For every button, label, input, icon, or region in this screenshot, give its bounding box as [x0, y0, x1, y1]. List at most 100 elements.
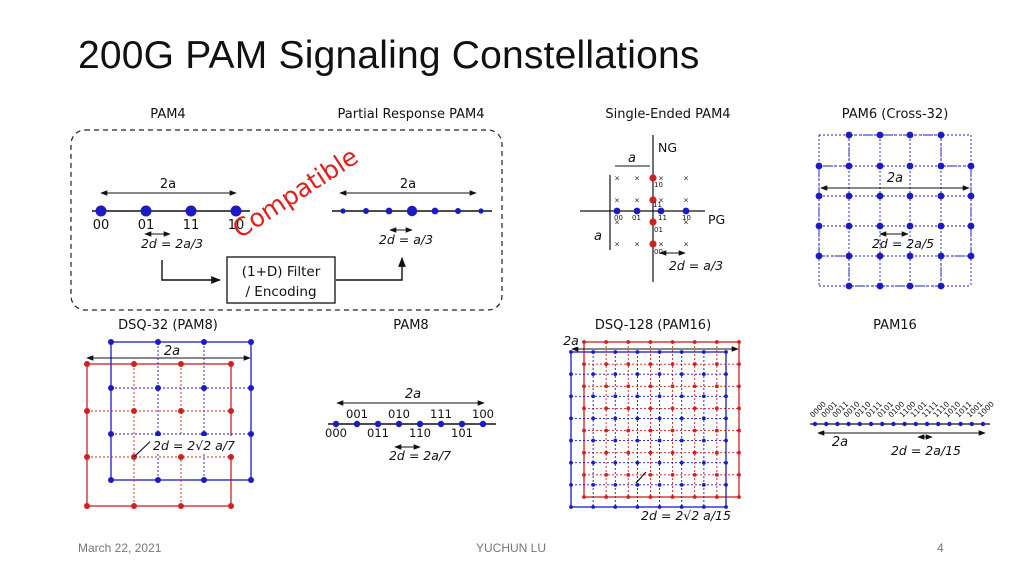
dsq128-point-blue — [613, 505, 618, 509]
dsq128-point-red — [604, 340, 609, 344]
dsq128-point-blue — [724, 482, 728, 487]
dsq32-point-blue — [108, 431, 114, 437]
pam6-point — [906, 162, 914, 170]
pam16-diagram: 0000000100110010011001110101010011001101… — [808, 399, 996, 458]
se-pam4-cross: × — [658, 241, 664, 249]
pam6-point — [967, 252, 975, 260]
dsq32-diagram: 2a 2d = 2√2 a/7 — [84, 339, 254, 509]
se-pam4-crosses: × × × × × × × × × × × × × × — [614, 175, 689, 249]
dsq128-point-blue — [613, 416, 618, 421]
dsq128-point-red — [670, 406, 675, 411]
pam6-point — [815, 192, 823, 200]
dsq32-point-blue — [201, 385, 207, 391]
dsq128-point-red — [604, 406, 609, 411]
se-label-11-mid: 11 — [653, 201, 662, 209]
dsq32-point-red — [178, 503, 184, 509]
dsq128-point-red — [714, 428, 719, 433]
dsq128-point-blue — [635, 482, 640, 487]
dsq128-point-red — [692, 450, 697, 455]
pam8-spacing-label: 2d = 2a/7 — [389, 448, 451, 463]
dsq128-point-blue — [701, 438, 706, 443]
pam4-point — [95, 205, 107, 217]
se-pam4-point-red — [649, 218, 657, 226]
dsq128-point-red — [737, 495, 741, 499]
pam6-point — [937, 282, 945, 290]
dsq128-point-blue — [657, 505, 662, 509]
dsq128-point-red — [714, 495, 719, 499]
dsq128-point-red — [604, 384, 609, 389]
dsq32-span-label: 2a — [164, 344, 180, 359]
pam6-point — [845, 131, 853, 139]
dsq128-point-blue — [635, 416, 640, 421]
dsq128-point-blue — [679, 372, 684, 377]
pam6-point — [845, 252, 853, 260]
dsq128-point-blue — [569, 350, 573, 354]
dsq32-point-red — [178, 361, 184, 367]
dsq32-point-red — [228, 361, 234, 367]
pam6-point — [967, 162, 975, 170]
dsq128-point-red — [604, 472, 609, 477]
dsq128-point-blue — [657, 438, 662, 443]
dsq128-point-blue — [591, 460, 596, 465]
pam16-point — [868, 421, 874, 427]
pam8-point — [458, 420, 466, 428]
pr-pam4-point — [340, 208, 346, 214]
pam16-point — [913, 421, 918, 427]
dsq128-point-blue — [657, 394, 662, 399]
pam6-point — [967, 222, 975, 230]
se-label-01-x: 01 — [632, 214, 641, 222]
dsq128-point-red — [648, 340, 653, 344]
dsq32-point-blue — [155, 431, 161, 437]
pam8-point — [479, 420, 487, 428]
dsq128-points — [569, 340, 741, 509]
pam6-points — [815, 131, 975, 290]
dsq128-point-blue — [591, 438, 596, 443]
dsq128-point-red — [648, 428, 653, 433]
pam6-point — [815, 222, 823, 230]
pam6-point — [815, 162, 823, 170]
dsq128-point-red — [626, 428, 631, 433]
dsq128-point-red — [648, 472, 653, 477]
dsq128-point-blue — [701, 372, 706, 377]
pam6-point — [937, 222, 945, 230]
dsq128-point-red — [737, 340, 741, 344]
pam16-point — [880, 421, 885, 427]
dsq32-point-red — [131, 503, 137, 509]
dsq128-point-blue — [657, 372, 662, 377]
dsq128-title: DSQ-128 (PAM16) — [594, 318, 712, 333]
pam6-point — [815, 252, 823, 260]
dsq128-point-blue — [679, 482, 684, 487]
pam6-point — [937, 252, 945, 260]
se-pam4-cross: × — [683, 241, 689, 249]
dsq128-point-blue — [569, 438, 573, 443]
dsq32-point-red — [228, 503, 234, 509]
dsq128-point-blue — [635, 394, 640, 399]
pam16-point — [947, 421, 952, 427]
dsq128-point-blue — [724, 350, 728, 354]
dsq32-point-red — [178, 408, 184, 414]
pam4-symbol-labels: 00 01 11 10 — [93, 218, 245, 233]
se-pam4-cross: × — [683, 197, 689, 205]
dsq32-point-red — [131, 408, 137, 414]
pam4-symbol-label: 00 — [93, 218, 110, 233]
pam8-point — [395, 420, 403, 428]
dsq128-point-red — [692, 406, 697, 411]
pam6-gridlines — [818, 134, 972, 287]
dsq32-point-red — [228, 408, 234, 414]
dsq128-point-red — [626, 362, 631, 367]
pam6-point — [967, 192, 975, 200]
se-pam4-cross: × — [634, 197, 640, 205]
pam4-point — [140, 205, 152, 217]
dsq32-point-red — [178, 454, 184, 460]
pam16-spacing-label: 2d = 2a/15 — [891, 443, 961, 458]
se-label-00-x: 00 — [614, 214, 623, 222]
dsq128-point-red — [648, 362, 653, 367]
dsq128-point-red — [626, 472, 631, 477]
se-pam4-point-red — [649, 174, 657, 182]
pam16-point — [891, 421, 896, 427]
dsq128-point-blue — [591, 372, 596, 377]
pam8-upper-label: 111 — [430, 407, 452, 421]
pam16-point — [936, 421, 941, 427]
dsq128-point-blue — [569, 416, 573, 421]
filter-line2: / Encoding — [245, 284, 316, 300]
